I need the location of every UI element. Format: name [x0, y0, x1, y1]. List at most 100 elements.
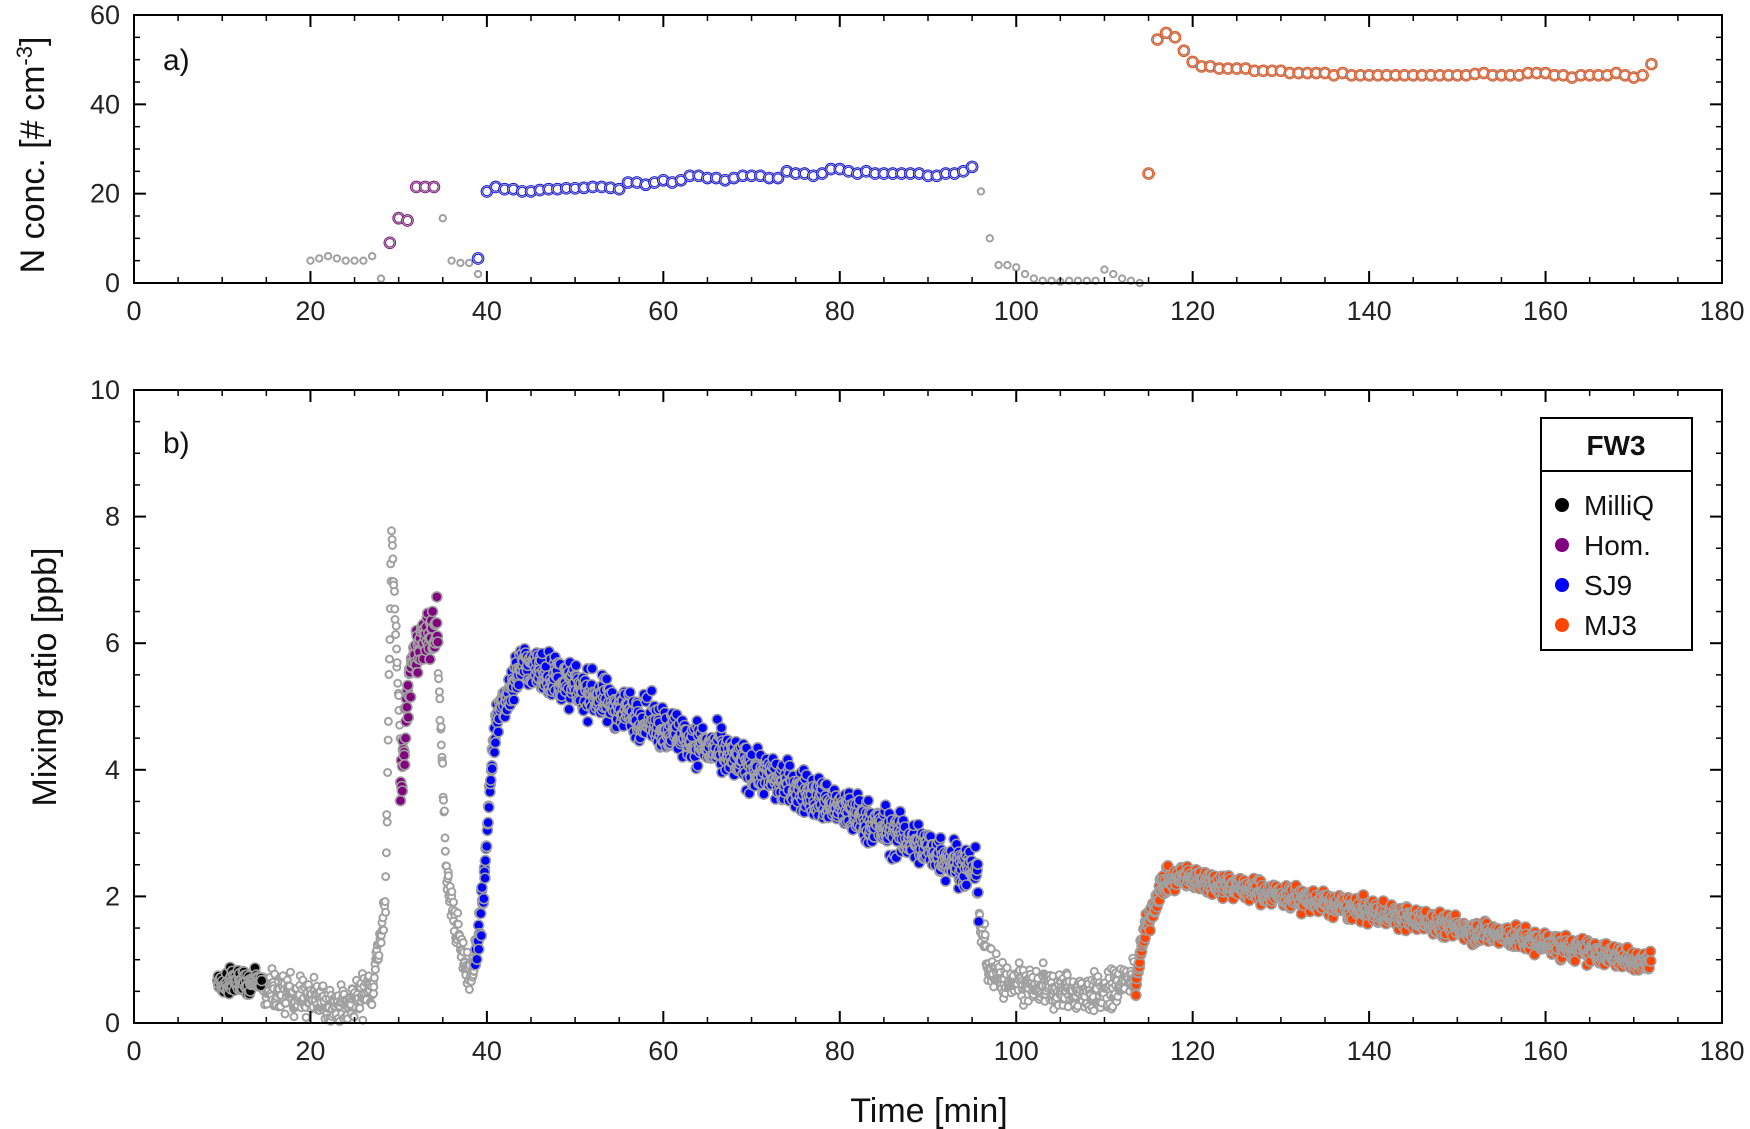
y-tick-label: 60 — [90, 0, 120, 30]
legend-title: FW3 — [1586, 430, 1645, 461]
point-outline — [472, 252, 484, 264]
point — [570, 659, 582, 672]
point — [426, 605, 439, 618]
point — [430, 617, 443, 629]
x-tick-label: 40 — [472, 296, 502, 326]
panel-a-label: a) — [163, 44, 190, 77]
point — [301, 1012, 311, 1022]
point — [384, 669, 394, 679]
point-background — [1117, 274, 1127, 283]
legend-label-hom: Hom. — [1584, 530, 1651, 561]
point — [424, 653, 436, 666]
point-background — [1100, 265, 1109, 274]
point — [381, 848, 391, 858]
point-background — [456, 258, 465, 268]
point — [488, 746, 501, 759]
x-tick-label: 0 — [126, 1036, 141, 1066]
y-tick-label: 40 — [90, 89, 120, 119]
point — [370, 965, 380, 975]
point — [464, 985, 474, 994]
point — [453, 919, 463, 929]
point — [392, 644, 402, 654]
point-outline — [1143, 168, 1155, 180]
point-background — [1003, 260, 1012, 270]
x-tick-label: 120 — [1170, 296, 1215, 326]
point — [382, 810, 392, 820]
point-background — [985, 234, 994, 243]
point — [1144, 924, 1156, 937]
x-tick-label: 60 — [648, 296, 678, 326]
point-background — [359, 256, 368, 265]
point — [484, 774, 497, 787]
point — [972, 886, 984, 899]
point — [380, 897, 390, 907]
point-outline — [384, 237, 396, 249]
point — [393, 678, 403, 688]
point — [383, 716, 393, 726]
point — [394, 794, 407, 807]
y-tick-label: 10 — [90, 375, 120, 405]
point-outline — [613, 183, 625, 195]
x-tick-label: 160 — [1523, 296, 1568, 326]
x-tick-label: 140 — [1347, 1036, 1392, 1066]
legend-label-mj3: MJ3 — [1584, 610, 1637, 641]
point — [479, 854, 492, 867]
point — [453, 908, 463, 918]
panel-a: 0 20 40 60 80 100 120 140 160 180 0 20 40 60 a) N con… — [12, 0, 1745, 326]
point — [1645, 955, 1657, 967]
point — [508, 694, 520, 706]
x-tick-label: 20 — [295, 1036, 325, 1066]
point-background — [465, 258, 474, 268]
point — [438, 758, 448, 768]
point-background — [976, 187, 986, 196]
legend-label-sj9: SJ9 — [1584, 570, 1632, 601]
point — [1089, 1006, 1099, 1016]
legend-marker-hom — [1555, 538, 1569, 552]
point-background — [332, 254, 342, 263]
point — [934, 831, 947, 844]
x-tick-label: 40 — [472, 1036, 502, 1066]
point — [435, 694, 445, 704]
series-background — [257, 526, 1140, 1026]
point — [436, 722, 446, 732]
series-hom — [394, 591, 444, 807]
point-outline — [1169, 31, 1181, 43]
point — [458, 938, 468, 948]
point — [385, 654, 394, 664]
point — [382, 817, 392, 827]
point-background — [1029, 274, 1039, 283]
point-background — [350, 256, 359, 265]
point — [696, 722, 709, 734]
point-background — [447, 256, 456, 265]
point — [431, 636, 444, 648]
point — [392, 658, 402, 668]
point — [398, 758, 411, 771]
point-background — [341, 256, 350, 265]
point — [969, 841, 982, 853]
point — [862, 794, 875, 807]
legend-marker-sj9 — [1555, 578, 1569, 592]
point — [991, 949, 1001, 959]
y-tick-label: 4 — [105, 755, 120, 785]
legend-marker-milliq — [1555, 498, 1569, 512]
point-outline — [1637, 69, 1649, 81]
legend-label-milliq: MilliQ — [1584, 490, 1654, 521]
x-tick-label: 140 — [1347, 296, 1392, 326]
point-background — [438, 214, 447, 223]
point — [431, 591, 443, 603]
point — [369, 982, 379, 992]
x-tick-label: 20 — [295, 296, 325, 326]
point — [381, 872, 391, 882]
point — [489, 736, 502, 749]
point — [402, 711, 415, 724]
point — [449, 897, 458, 907]
point — [486, 762, 498, 775]
point — [471, 953, 483, 966]
point — [462, 947, 472, 957]
point-outline — [1645, 58, 1657, 70]
point — [758, 788, 770, 801]
point-outline — [1178, 45, 1190, 57]
point — [434, 687, 444, 697]
point — [474, 907, 487, 920]
point — [388, 554, 398, 564]
